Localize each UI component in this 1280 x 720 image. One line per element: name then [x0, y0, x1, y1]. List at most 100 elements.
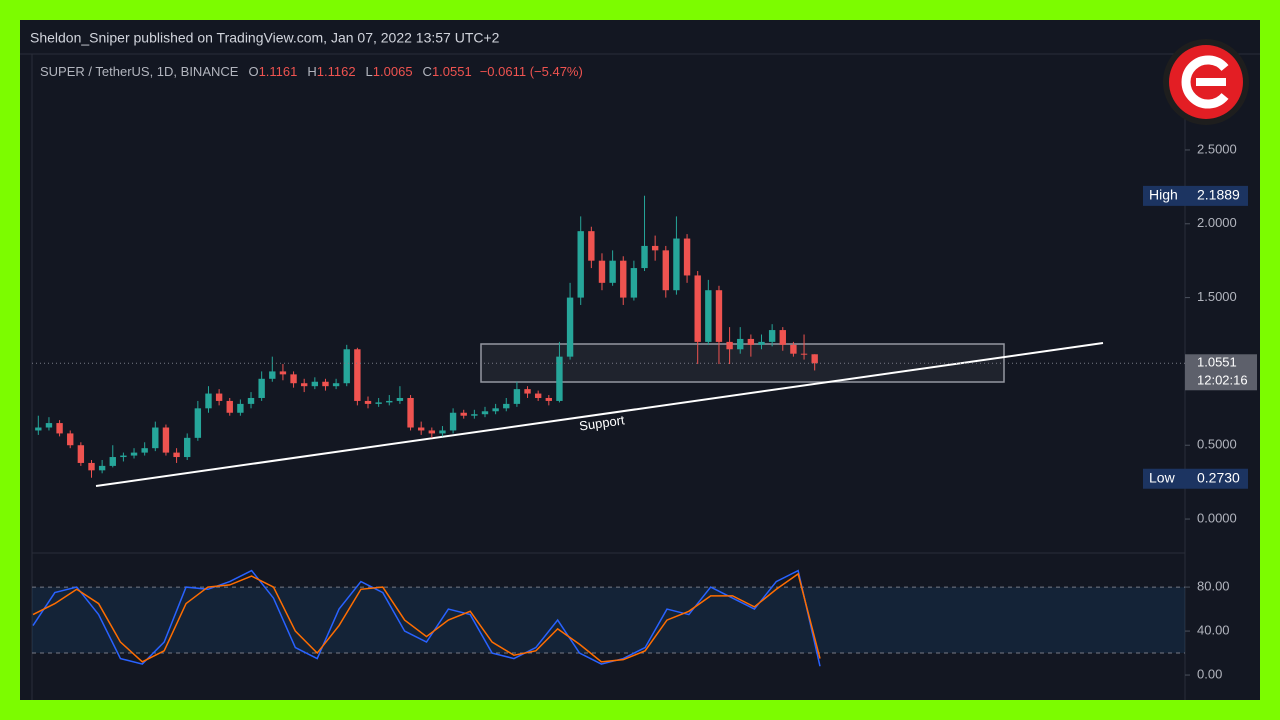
candle-body [215, 393, 223, 401]
candle-body [481, 411, 489, 415]
candle-body [428, 430, 436, 434]
candle-body [152, 427, 159, 449]
candle-body [290, 374, 297, 384]
candle-body [141, 448, 148, 453]
candle-body [768, 330, 776, 342]
candle-body [460, 412, 467, 416]
last-price-box [1185, 354, 1257, 391]
ohlc-value: 1.1162 [317, 64, 356, 79]
candle-body [354, 349, 361, 401]
candle-body [322, 381, 329, 387]
ohlc-key: H [307, 64, 316, 79]
ohlc-key: O [248, 64, 258, 79]
stoch-line [32, 569, 821, 667]
candle-body [747, 338, 755, 345]
candle-body [173, 452, 180, 458]
candle-body [109, 457, 116, 466]
candle-body [120, 455, 127, 458]
candle-body [449, 412, 457, 431]
candle-body [683, 238, 691, 276]
candle-body [269, 371, 276, 379]
candle-body [811, 354, 818, 364]
candle-body [513, 389, 521, 404]
ohlc-key: C [423, 64, 432, 79]
candle-body [566, 297, 574, 357]
candle-body [162, 427, 170, 453]
candle-body [184, 437, 191, 458]
candle-body [332, 383, 340, 387]
candle-body [800, 353, 808, 355]
candle-body [194, 408, 202, 438]
logo-mark [1181, 55, 1229, 109]
band [32, 587, 1185, 654]
candle-body [577, 231, 584, 298]
last-price-label: 1.0551 [1197, 355, 1237, 370]
y-tick-label: 2.0000 [1197, 215, 1237, 230]
candle-body [598, 260, 606, 283]
ohlc-value: 1.0551 [432, 64, 472, 79]
candle-body [534, 393, 542, 398]
candle-body [503, 403, 510, 409]
marker-box [1143, 185, 1248, 206]
candle-body [630, 268, 638, 298]
candle-body [375, 402, 382, 404]
candle-body [545, 397, 552, 401]
candle-body [98, 465, 106, 471]
candle-body [726, 341, 733, 350]
candle-body [407, 397, 414, 428]
candle-body [77, 445, 85, 463]
marker-value: 2.1889 [1197, 187, 1240, 203]
candle-body [641, 245, 648, 269]
candle-body [45, 423, 53, 428]
candle-body [311, 381, 319, 387]
candle-body [67, 433, 74, 446]
candle-body [130, 452, 138, 456]
candle-body [237, 403, 244, 413]
candle-body [651, 245, 659, 251]
candle-body [56, 423, 63, 434]
candle-body [226, 400, 233, 413]
candle-body [715, 290, 723, 342]
candle-body [364, 400, 372, 404]
countdown: 12:02:16 [1197, 373, 1248, 388]
candle-body [588, 231, 595, 261]
stoch-line [32, 572, 821, 663]
logo [1163, 39, 1249, 125]
candle-body [620, 260, 627, 298]
candle-body [556, 356, 563, 401]
support-label: Support [578, 412, 626, 433]
change: −0.0611 (−5.47%) [480, 64, 583, 79]
y-tick-label: 0.0000 [1197, 510, 1237, 525]
candle-body [279, 371, 287, 375]
candle-body [609, 260, 616, 283]
candle-body [694, 275, 701, 342]
candle-body [205, 393, 212, 409]
candle-body [471, 414, 478, 416]
y-tick-label: 0.5000 [1197, 437, 1237, 452]
candle-body [386, 400, 393, 403]
y-tick-label: 40.00 [1197, 623, 1230, 638]
y-tick-label: 2.5000 [1197, 141, 1237, 156]
ohlc-value: 1.0065 [373, 64, 413, 79]
candle-body [673, 238, 680, 291]
candle-body [779, 330, 786, 345]
candle-body [662, 250, 669, 291]
y-tick-label: 1.5000 [1197, 289, 1237, 304]
candle-body [35, 427, 42, 431]
candle-body [247, 397, 255, 404]
y-tick-label: 80.00 [1197, 579, 1230, 594]
publisher-line: Sheldon_Sniper published on TradingView.… [30, 30, 500, 46]
candle-body [737, 338, 744, 350]
symbol: SUPER / TetherUS, 1D, BINANCE [40, 64, 239, 79]
ohlc-value: 1.1161 [259, 64, 298, 79]
candle-body [396, 397, 404, 401]
candle-body [790, 344, 797, 354]
legend: SUPER / TetherUS, 1D, BINANCE O1.1161 H1.1… [40, 64, 583, 79]
marker-value: 0.2730 [1197, 469, 1240, 485]
candle-body [258, 378, 265, 398]
candle-body [758, 341, 765, 345]
candle-body [301, 383, 308, 387]
candle-body [439, 430, 446, 434]
